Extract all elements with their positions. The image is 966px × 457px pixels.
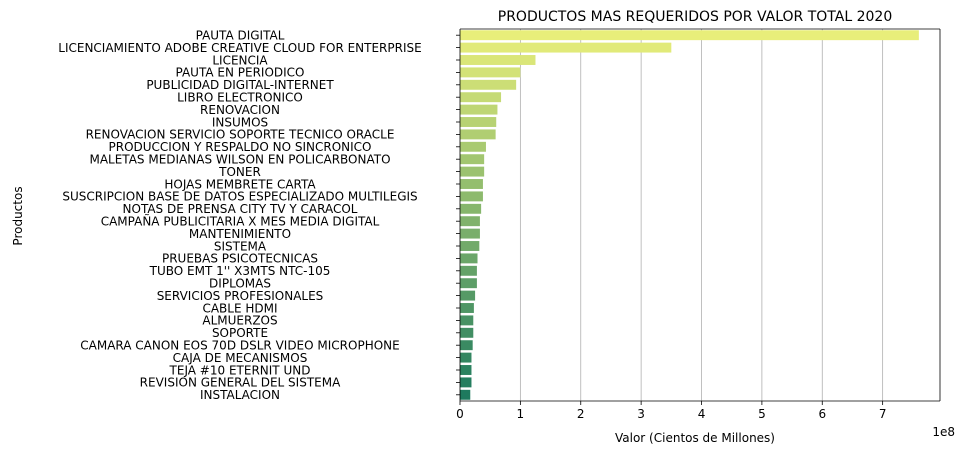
bar [460, 265, 477, 276]
category-label: PAUTA EN PERIODICO [176, 66, 305, 80]
bar [460, 166, 485, 177]
category-label: PRUEBAS PSICOTECNICAS [162, 252, 318, 266]
x-tick-label: 6 [818, 407, 826, 421]
bar [460, 352, 472, 363]
bar [460, 315, 474, 326]
bar [460, 203, 482, 214]
category-label: CAMARA CANON EOS 70D DSLR VIDEO MICROPHO… [80, 339, 399, 353]
bar [460, 117, 497, 127]
category-label: ALMUERZOS [202, 314, 277, 328]
x-tick-label: 0 [456, 407, 464, 421]
bar [460, 129, 496, 140]
category-label: PUBLICIDAD DIGITAL-INTERNET [146, 78, 334, 92]
bar [460, 340, 473, 351]
bar [460, 42, 672, 53]
category-label: NOTAS DE PRENSA CITY TV Y CARACOL [123, 202, 358, 216]
x-offset-label: 1e8 [932, 425, 955, 439]
bar [460, 92, 502, 103]
x-axis-label: Valor (Cientos de Millones) [615, 431, 775, 445]
bar [460, 67, 521, 78]
bar [460, 389, 471, 400]
bar [460, 377, 472, 388]
bar [460, 216, 480, 227]
bar [460, 365, 472, 375]
category-label: SISTEMA [214, 239, 267, 253]
x-tick-label: 7 [879, 407, 887, 421]
category-label: SERVICIOS PROFESIONALES [157, 289, 324, 303]
x-tick-label: 1 [517, 407, 525, 421]
y-axis-label: Productos [11, 186, 25, 245]
bar [460, 290, 476, 301]
bar [460, 154, 485, 165]
category-label: MANTENIMIENTO [189, 227, 291, 241]
category-label: SOPORTE [212, 326, 268, 340]
category-label: LICENCIAMIENTO ADOBE CREATIVE CLOUD FOR … [58, 41, 421, 55]
category-label: PRODUCCION Y RESPALDO NO SINCRONICO [109, 140, 372, 154]
x-tick-label: 4 [698, 407, 706, 421]
category-label: LIBRO ELECTRONICO [177, 91, 303, 105]
x-tick-label: 2 [577, 407, 585, 421]
category-label: INSUMOS [212, 115, 268, 129]
category-label: INSTALACION [200, 388, 280, 402]
x-tick-label: 5 [758, 407, 766, 421]
category-label: MALETAS MEDIANAS WILSON EN POLICARBONATO [89, 153, 390, 167]
bar [460, 253, 478, 264]
bar [460, 30, 919, 41]
chart-title: PRODUCTOS MAS REQUERIDOS POR VALOR TOTAL… [498, 9, 892, 25]
bar [460, 303, 474, 313]
bar [460, 179, 483, 189]
bar [460, 327, 474, 338]
category-label: CAJA DE MECANISMOS [173, 351, 308, 365]
bar [460, 55, 536, 65]
category-label: DIPLOMAS [209, 277, 271, 291]
bar [460, 191, 483, 202]
category-label: PAUTA DIGITAL [196, 29, 285, 43]
category-label: CABLE HDMI [202, 301, 277, 315]
category-label: LICENCIA [212, 53, 268, 67]
bar [460, 278, 477, 289]
bar [460, 241, 480, 251]
category-label: CAMPAÑA PUBLICITARIA X MES MEDIA DIGITAL [101, 214, 380, 229]
category-label: RENOVACION [200, 103, 280, 117]
category-label: REVISION GENERAL DEL SISTEMA [140, 376, 341, 390]
bar [460, 79, 517, 90]
category-label: RENOVACION SERVICIO SOPORTE TECNICO ORAC… [86, 128, 395, 142]
bar [460, 228, 480, 239]
bar [460, 141, 486, 152]
category-label: TEJA #10 ETERNIT UND [169, 363, 311, 377]
bar [460, 104, 498, 115]
category-label: SUSCRIPCION BASE DE DATOS ESPECIALIZADO … [62, 190, 417, 204]
category-label: HOJAS MEMBRETE CARTA [164, 177, 316, 191]
x-tick-label: 3 [637, 407, 645, 421]
category-label: TUBO EMT 1'' X3MTS NTC-105 [149, 264, 331, 278]
category-label: TONER [218, 165, 261, 179]
